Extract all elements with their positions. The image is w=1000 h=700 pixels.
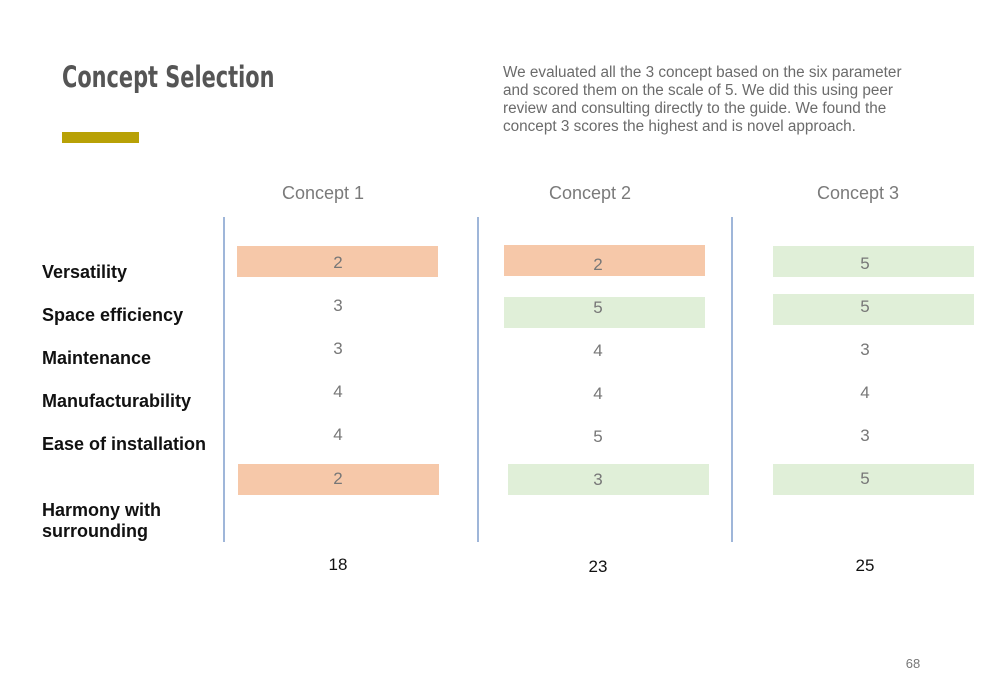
score-cell: 5 [593, 298, 603, 317]
score-cell: 5 [860, 469, 870, 488]
score-cell: 5 [593, 427, 603, 446]
parameter-ease-of-installation: Ease of installation [42, 434, 207, 454]
low-score-highlight [237, 246, 438, 277]
parameter-harmony-with-surrounding: Harmony with surrounding [42, 500, 162, 541]
concept-2-total: 23 [588, 557, 608, 576]
concept-1-header: Concept 1 [281, 183, 365, 203]
slide-title: Concept Selection [62, 60, 275, 94]
score-cell: 5 [860, 297, 870, 316]
parameter-maintenance: Maintenance [42, 348, 152, 368]
parameter-manufacturability: Manufacturability [42, 391, 192, 411]
high-score-highlight [508, 464, 709, 495]
score-cell: 5 [860, 254, 870, 273]
score-cell: 4 [593, 384, 603, 403]
score-cell: 2 [333, 469, 343, 488]
column-divider [731, 217, 733, 542]
low-score-highlight [504, 245, 705, 276]
score-cell: 4 [593, 341, 603, 360]
parameter-versatility: Versatility [42, 262, 128, 282]
score-cell: 3 [593, 470, 603, 489]
score-cell: 3 [860, 340, 870, 359]
column-divider [223, 217, 225, 542]
slide-description: We evaluated all the 3 concept based on … [503, 64, 902, 135]
score-cell: 4 [333, 425, 343, 444]
low-score-highlight [238, 464, 439, 495]
concept-2-header: Concept 2 [548, 183, 632, 203]
score-cell: 2 [333, 253, 343, 272]
score-cell: 4 [333, 382, 343, 401]
high-score-highlight [773, 246, 974, 277]
high-score-highlight [504, 297, 705, 328]
score-cell: 3 [333, 296, 343, 315]
high-score-highlight [773, 294, 974, 325]
score-cell: 2 [593, 255, 603, 274]
column-divider [477, 217, 479, 542]
concept-3-total: 25 [855, 556, 875, 575]
concept-3-header: Concept 3 [816, 183, 900, 203]
score-cell: 3 [333, 339, 343, 358]
score-cell: 4 [860, 383, 870, 402]
concept-1-total: 18 [328, 555, 348, 574]
title-accent-bar [62, 132, 139, 143]
high-score-highlight [773, 464, 974, 495]
parameter-space-efficiency: Space efficiency [42, 305, 184, 325]
score-cell: 3 [860, 426, 870, 445]
page-number: 68 [905, 656, 921, 671]
